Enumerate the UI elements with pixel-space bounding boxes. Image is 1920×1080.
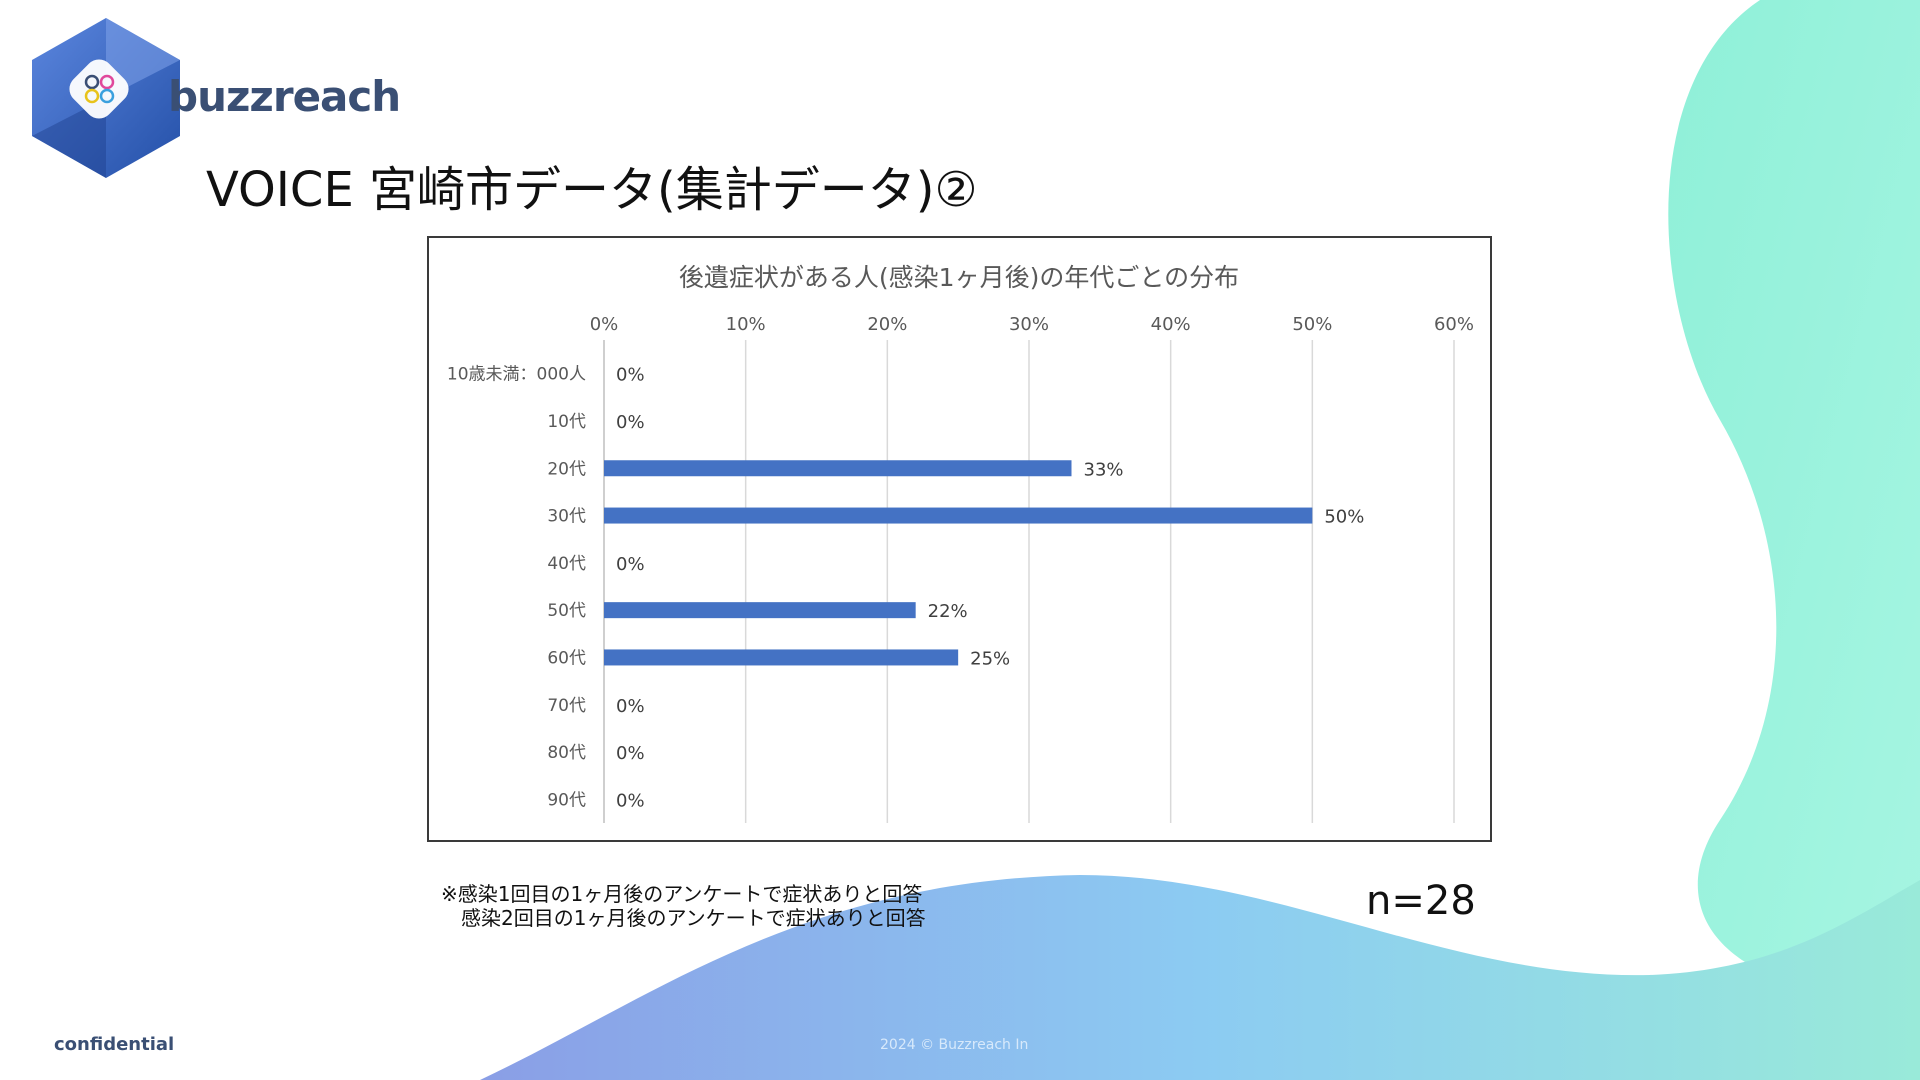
x-tick-label: 40% bbox=[1151, 314, 1191, 335]
bar bbox=[604, 507, 1313, 524]
category-label: 80代 bbox=[547, 743, 586, 763]
data-label: 22% bbox=[928, 601, 968, 622]
logo-hexagon-icon bbox=[32, 18, 180, 178]
data-label: 0% bbox=[616, 790, 645, 811]
data-label: 0% bbox=[616, 743, 645, 764]
x-tick-label: 10% bbox=[726, 314, 766, 335]
bar bbox=[604, 649, 959, 666]
chart-container: 後遺症状がある人(感染1ヶ月後)の年代ごとの分布 0% 10% 20% 30% 40% 5… bbox=[427, 236, 1492, 842]
category-label: 30代 bbox=[547, 507, 586, 527]
data-label: 0% bbox=[616, 696, 645, 717]
chart-title: 後遺症状がある人(感染1ヶ月後)の年代ごとの分布 bbox=[679, 263, 1239, 292]
footnote: ※感染1回目の1ヶ月後のアンケートで症状ありと回答 感染2回目の1ヶ月後のアンケ… bbox=[441, 882, 926, 930]
data-label: 33% bbox=[1084, 459, 1124, 480]
category-label: 50代 bbox=[547, 601, 586, 621]
category-label: 10歳未満：000人 bbox=[447, 365, 586, 385]
buzzreach-logo: buzzreach bbox=[30, 16, 401, 180]
x-tick-label: 60% bbox=[1434, 314, 1474, 335]
bar bbox=[604, 602, 916, 619]
category-label: 20代 bbox=[547, 459, 586, 479]
category-label: 60代 bbox=[547, 648, 586, 668]
category-label: 70代 bbox=[547, 696, 586, 716]
logo-wordmark: buzzreach bbox=[168, 72, 401, 121]
confidential-label: confidential bbox=[54, 1034, 175, 1055]
x-tick-label: 30% bbox=[1009, 314, 1049, 335]
category-label: 10代 bbox=[547, 412, 586, 432]
footnote-line-1: ※感染1回目の1ヶ月後のアンケートで症状ありと回答 bbox=[441, 882, 923, 906]
x-tick-label: 0% bbox=[590, 314, 619, 335]
x-tick-label: 50% bbox=[1292, 314, 1332, 335]
copyright-text: 2024 © Buzzreach In bbox=[880, 1037, 1029, 1053]
data-label: 25% bbox=[970, 648, 1010, 669]
bar-chart: 後遺症状がある人(感染1ヶ月後)の年代ごとの分布 0% 10% 20% 30% 40% 5… bbox=[447, 263, 1474, 823]
data-label: 0% bbox=[616, 412, 645, 433]
slide-title: VOICE 宮崎市データ(集計データ)② bbox=[206, 162, 978, 218]
bar bbox=[604, 460, 1072, 477]
category-label: 90代 bbox=[547, 790, 586, 810]
wave-bottom bbox=[480, 875, 1920, 1080]
category-label: 40代 bbox=[547, 554, 586, 574]
data-label: 0% bbox=[616, 365, 645, 386]
x-tick-label: 20% bbox=[867, 314, 907, 335]
data-label: 50% bbox=[1324, 507, 1364, 528]
data-label: 0% bbox=[616, 554, 645, 575]
footnote-line-2: 感染2回目の1ヶ月後のアンケートで症状ありと回答 bbox=[441, 906, 926, 930]
wave-right bbox=[1668, 0, 1920, 1000]
sample-size-label: n=28 bbox=[1366, 878, 1476, 924]
